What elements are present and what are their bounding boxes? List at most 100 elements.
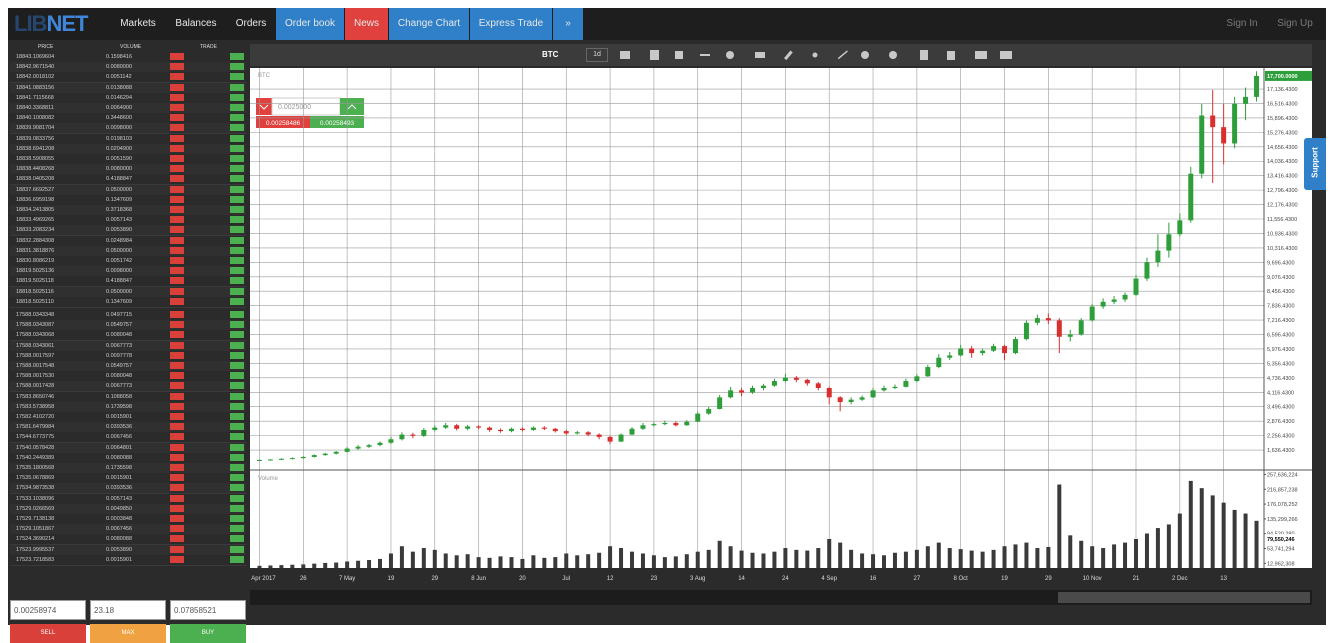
trade-sell[interactable] xyxy=(170,535,184,543)
trade-buy[interactable] xyxy=(230,331,244,339)
nav-item[interactable]: News xyxy=(345,8,388,40)
widget-sell-arrow[interactable] xyxy=(256,98,272,115)
sell-button[interactable]: SELL xyxy=(10,624,86,643)
trade-sell[interactable] xyxy=(170,185,184,193)
trade-buy[interactable] xyxy=(230,311,244,318)
trade-buy[interactable] xyxy=(230,297,244,305)
trade-sell[interactable] xyxy=(170,124,184,132)
trade-buy[interactable] xyxy=(230,104,244,111)
trade-buy[interactable] xyxy=(230,555,244,563)
trade-buy[interactable] xyxy=(230,453,244,461)
trade-sell[interactable] xyxy=(170,525,184,533)
trade-buy[interactable] xyxy=(230,392,244,400)
sign-in[interactable]: Sign In xyxy=(1226,18,1258,29)
trade-sell[interactable] xyxy=(170,73,184,81)
trade-sell[interactable] xyxy=(170,423,184,431)
trade-buy[interactable] xyxy=(230,443,244,451)
trade-sell[interactable] xyxy=(170,331,184,339)
trade-buy[interactable] xyxy=(230,535,244,543)
trade-sell[interactable] xyxy=(170,134,184,142)
icon[interactable] xyxy=(812,52,818,58)
trade-sell[interactable] xyxy=(170,63,184,71)
widget-buy[interactable] xyxy=(310,116,364,128)
trade-buy[interactable] xyxy=(230,124,244,132)
trade-sell[interactable] xyxy=(170,267,184,275)
trade-sell[interactable] xyxy=(170,287,184,295)
trade-buy[interactable] xyxy=(230,484,244,492)
trade-sell[interactable] xyxy=(170,155,184,162)
trade-sell[interactable] xyxy=(170,93,184,101)
trade-sell[interactable] xyxy=(170,515,184,522)
trade-buy[interactable] xyxy=(230,93,244,101)
icon[interactable] xyxy=(700,54,710,56)
trade-buy[interactable] xyxy=(230,114,244,122)
icon[interactable] xyxy=(837,50,848,60)
trade-buy[interactable] xyxy=(230,525,244,533)
trade-sell[interactable] xyxy=(170,53,184,60)
trade-buy[interactable] xyxy=(230,382,244,390)
trade-sell[interactable] xyxy=(170,216,184,224)
amount-input[interactable]: 23.18 xyxy=(90,600,166,620)
trade-buy[interactable] xyxy=(230,277,244,285)
icon[interactable] xyxy=(920,50,928,60)
trade-sell[interactable] xyxy=(170,362,184,369)
trade-buy[interactable] xyxy=(230,134,244,142)
trade-buy[interactable] xyxy=(230,185,244,193)
trade-buy[interactable] xyxy=(230,246,244,254)
trade-sell[interactable] xyxy=(170,443,184,451)
trade-buy[interactable] xyxy=(230,464,244,471)
trade-sell[interactable] xyxy=(170,175,184,183)
trade-sell[interactable] xyxy=(170,297,184,305)
trade-sell[interactable] xyxy=(170,545,184,553)
trade-buy[interactable] xyxy=(230,175,244,183)
icon[interactable] xyxy=(975,51,987,59)
widget-sell[interactable] xyxy=(256,116,310,128)
trade-buy[interactable] xyxy=(230,53,244,60)
icon[interactable] xyxy=(784,50,793,61)
trade-buy[interactable] xyxy=(230,423,244,431)
trade-buy[interactable] xyxy=(230,144,244,152)
trade-buy[interactable] xyxy=(230,494,244,502)
icon[interactable] xyxy=(755,52,765,58)
trade-sell[interactable] xyxy=(170,226,184,234)
nav-item[interactable]: Order book xyxy=(276,8,344,40)
order-row[interactable]: 18818.5025110 0.1347609 xyxy=(10,296,246,308)
icon[interactable] xyxy=(675,51,683,59)
trade-buy[interactable] xyxy=(230,73,244,81)
nav-item[interactable]: Markets xyxy=(120,18,156,29)
trade-sell[interactable] xyxy=(170,464,184,471)
trade-buy[interactable] xyxy=(230,372,244,380)
trade-buy[interactable] xyxy=(230,545,244,553)
trade-sell[interactable] xyxy=(170,311,184,318)
total-input[interactable]: 0.07858521 xyxy=(170,600,246,620)
trade-buy[interactable] xyxy=(230,433,244,441)
trade-sell[interactable] xyxy=(170,382,184,390)
sign-up[interactable]: Sign Up xyxy=(1277,18,1313,29)
trade-sell[interactable] xyxy=(170,555,184,563)
trade-sell[interactable] xyxy=(170,474,184,482)
icon[interactable] xyxy=(1000,51,1012,59)
trade-sell[interactable] xyxy=(170,236,184,244)
trade-buy[interactable] xyxy=(230,63,244,71)
trade-sell[interactable] xyxy=(170,246,184,254)
trade-sell[interactable] xyxy=(170,321,184,329)
max-button[interactable]: MAX xyxy=(90,624,166,643)
nav-item[interactable]: Orders xyxy=(235,18,267,29)
icon[interactable] xyxy=(620,51,630,59)
trade-sell[interactable] xyxy=(170,413,184,420)
trade-buy[interactable] xyxy=(230,155,244,162)
trade-buy[interactable] xyxy=(230,226,244,234)
trade-sell[interactable] xyxy=(170,144,184,152)
trade-buy[interactable] xyxy=(230,413,244,420)
nav-item[interactable]: Express Trade xyxy=(470,8,552,40)
trade-sell[interactable] xyxy=(170,114,184,122)
trade-buy[interactable] xyxy=(230,267,244,275)
trade-sell[interactable] xyxy=(170,341,184,349)
trade-buy[interactable] xyxy=(230,362,244,369)
trade-buy[interactable] xyxy=(230,402,244,410)
trade-buy[interactable] xyxy=(230,341,244,349)
interval[interactable]: 1d xyxy=(586,48,608,62)
buy-button[interactable]: BUY xyxy=(170,624,246,643)
trade-buy[interactable] xyxy=(230,165,244,173)
support-tab[interactable]: Support xyxy=(1304,138,1326,190)
